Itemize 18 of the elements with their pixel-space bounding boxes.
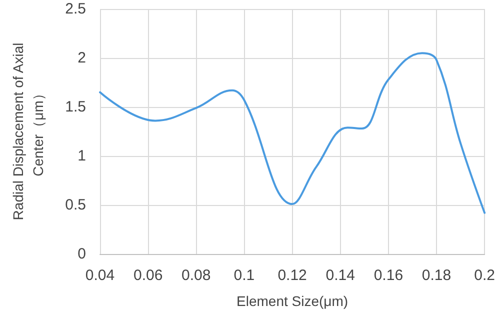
x-tick-label: 0.12 [278, 267, 307, 284]
x-axis-title: Element Size(μm) [236, 293, 348, 309]
x-tick-label: 0.2 [474, 267, 496, 284]
x-tick-label: 0.06 [133, 267, 163, 284]
x-tick-label: 0.18 [422, 267, 452, 284]
y-tick-label: 2.5 [65, 0, 86, 18]
y-tick-label: 2 [78, 50, 86, 66]
y-axis-title: Radial Displacement of Axial Center（μm） [10, 42, 46, 220]
x-tick-label: 0.08 [182, 267, 211, 284]
y-tick-label: 0 [78, 246, 86, 262]
y-tick-label: 1 [78, 148, 86, 164]
x-tick-label: 0.16 [374, 267, 404, 284]
x-tick-label: 0.14 [326, 267, 355, 284]
y-tick-label: 0.5 [65, 196, 86, 214]
y-tick-label: 1.5 [65, 98, 86, 116]
x-tick-label: 0.1 [234, 267, 255, 284]
x-tick-label: 0.04 [85, 267, 115, 284]
line-series [99, 52, 486, 214]
